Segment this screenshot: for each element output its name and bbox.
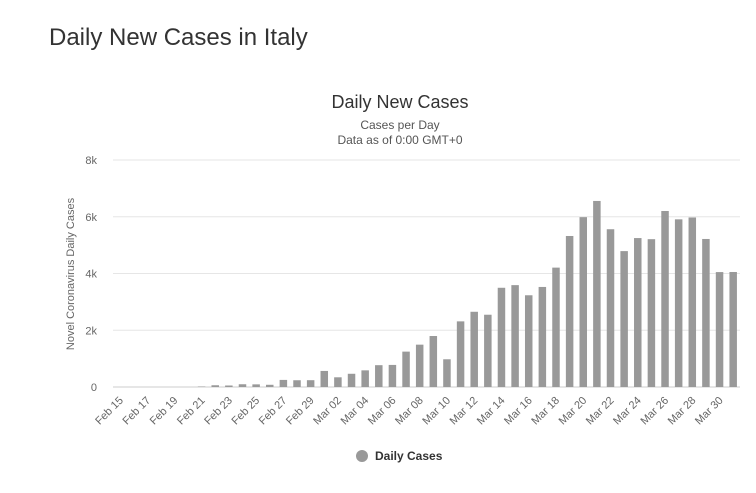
- x-tick-label: Feb 19: [148, 395, 181, 428]
- bar-mar-26[interactable]: [661, 210, 669, 387]
- grid-lines: [113, 159, 740, 388]
- bar-feb-29[interactable]: [306, 380, 315, 387]
- bar-mar-22[interactable]: [606, 229, 615, 387]
- bar-mar-16[interactable]: [524, 295, 533, 387]
- x-tick-label: Mar 02: [311, 395, 344, 428]
- x-tick-label: Mar 16: [502, 395, 535, 428]
- y-axis-label: Novel Coronavirus Daily Cases: [65, 197, 77, 350]
- bar-feb-27[interactable]: [279, 379, 288, 387]
- bar-mar-07[interactable]: [402, 351, 410, 387]
- chart-title: Daily New Cases: [331, 92, 468, 112]
- bar-mar-24[interactable]: [634, 238, 642, 387]
- x-tick-label: Mar 24: [611, 395, 644, 428]
- bar-mar-12[interactable]: [470, 311, 478, 387]
- x-tick-label: Mar 04: [339, 395, 372, 428]
- x-tick-label: Mar 08: [393, 395, 426, 428]
- x-tick-label: Mar 06: [366, 395, 399, 428]
- bar-feb-22[interactable]: [211, 385, 219, 387]
- bar-feb-25[interactable]: [252, 384, 260, 387]
- bar-mar-01[interactable]: [320, 370, 329, 387]
- bar-mar-11[interactable]: [456, 321, 465, 387]
- x-tick-label: Mar 12: [448, 395, 481, 428]
- y-tick-label: 2k: [85, 325, 97, 337]
- x-tick-label: Feb 17: [120, 395, 153, 428]
- bar-mar-05[interactable]: [375, 365, 383, 387]
- chart-subtitle: Cases per Day: [360, 118, 439, 132]
- bar-mar-27[interactable]: [674, 219, 683, 387]
- bar-mar-17[interactable]: [538, 286, 547, 387]
- bar-mar-06[interactable]: [388, 364, 397, 387]
- bars: [197, 200, 737, 387]
- bar-mar-28[interactable]: [688, 217, 697, 387]
- bar-mar-23[interactable]: [620, 251, 628, 387]
- bar-mar-02[interactable]: [334, 377, 342, 387]
- bar-mar-15[interactable]: [511, 285, 519, 387]
- bar-mar-10[interactable]: [443, 359, 451, 387]
- bar-mar-04[interactable]: [361, 370, 369, 387]
- bar-mar-08[interactable]: [415, 344, 424, 387]
- x-tick-label: Mar 30: [693, 395, 726, 428]
- y-tick-label: 4k: [85, 269, 97, 281]
- bar-mar-13[interactable]: [484, 314, 492, 387]
- bar-mar-20[interactable]: [579, 217, 587, 387]
- legend-marker: [356, 450, 368, 462]
- bar-mar-18[interactable]: [552, 267, 560, 387]
- bar-mar-14[interactable]: [497, 287, 506, 387]
- y-tick-labels: 0 2k 4k 6k 8k: [85, 155, 97, 394]
- bar-mar-31[interactable]: [729, 271, 737, 387]
- x-tick-label: Mar 18: [529, 395, 562, 428]
- bar-feb-28[interactable]: [293, 380, 301, 387]
- bar-mar-19[interactable]: [565, 235, 574, 387]
- legend[interactable]: Daily Cases: [356, 449, 443, 463]
- bar-mar-30[interactable]: [715, 272, 724, 387]
- x-tick-label: Feb 27: [257, 395, 290, 428]
- bar-mar-25[interactable]: [647, 239, 656, 387]
- chart-subtitle-date: Data as of 0:00 GMT+0: [337, 133, 462, 147]
- x-tick-label: Mar 10: [420, 395, 453, 428]
- bar-mar-09[interactable]: [429, 336, 438, 387]
- x-tick-label: Mar 28: [666, 395, 699, 428]
- y-tick-label: 6k: [85, 212, 97, 224]
- bar-feb-23[interactable]: [225, 385, 233, 387]
- bar-mar-03[interactable]: [347, 373, 356, 387]
- x-tick-label: Feb 15: [93, 395, 126, 428]
- bar-feb-24[interactable]: [238, 384, 247, 387]
- x-tick-label: Feb 23: [202, 395, 235, 428]
- x-tick-label: Feb 25: [230, 395, 263, 428]
- legend-label: Daily Cases: [375, 449, 443, 463]
- x-tick-label: Mar 14: [475, 395, 508, 428]
- x-tick-label: Feb 29: [284, 395, 317, 428]
- x-tick-label: Feb 21: [175, 395, 208, 428]
- x-tick-label: Mar 20: [557, 395, 590, 428]
- x-tick-label: Mar 22: [584, 395, 617, 428]
- bar-feb-26[interactable]: [266, 384, 274, 387]
- y-tick-label: 8k: [85, 155, 97, 167]
- y-tick-label: 0: [91, 382, 97, 394]
- page-heading: Daily New Cases in Italy: [49, 24, 308, 51]
- bar-mar-29[interactable]: [702, 238, 710, 387]
- x-tick-label: Mar 26: [638, 395, 671, 428]
- bar-mar-21[interactable]: [593, 200, 601, 387]
